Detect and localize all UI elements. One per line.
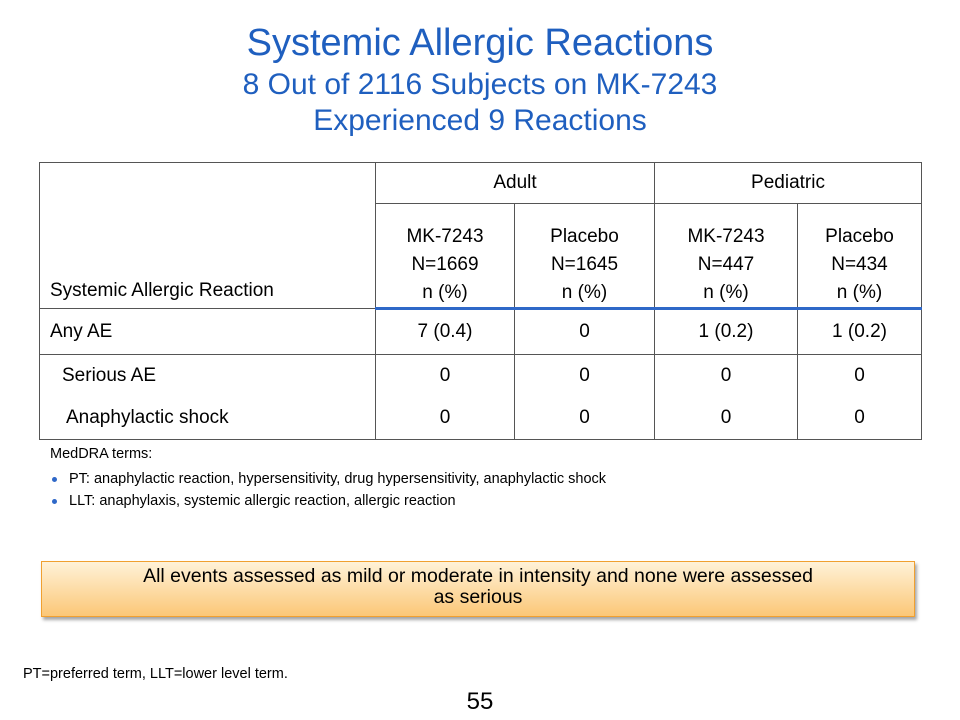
column-header: Placebo N=434 n (%) <box>796 203 923 310</box>
slide-subtitle-line2: Experienced 9 Reactions <box>313 104 647 137</box>
table-cell: 0 <box>375 397 515 440</box>
group-header-pediatric: Pediatric <box>653 162 923 204</box>
column-header: MK-7243 N=1669 n (%) <box>375 203 515 310</box>
table-cell: 0 <box>514 354 655 397</box>
list-item: LLT: anaphylaxis, systemic allergic reac… <box>52 492 606 514</box>
page-number: 55 <box>466 688 494 715</box>
group-header-adult: Adult <box>375 162 655 204</box>
table-cell: 0 <box>796 354 923 397</box>
row-label: Any AE <box>39 308 376 355</box>
table-cell: 0 <box>654 397 798 440</box>
allergic-reactions-table: Systemic Allergic Reaction Adult Pediatr… <box>39 162 923 440</box>
callout-text-line2: as serious <box>433 586 523 608</box>
table-cell: 0 <box>514 397 655 440</box>
table-cell: 0 <box>514 308 655 355</box>
table-cell: 0 <box>654 354 798 397</box>
row-label: Serious AE <box>39 354 376 397</box>
column-header: Placebo N=1645 n (%) <box>514 203 655 310</box>
bullet-icon <box>52 476 57 482</box>
footnote: PT=preferred term, LLT=lower level term. <box>23 666 288 682</box>
table-cell: 0 <box>796 397 923 440</box>
slide-title: Systemic Allergic Reactions <box>246 22 714 64</box>
table-cell: 0 <box>375 354 515 397</box>
bullet-icon <box>52 498 57 504</box>
meddra-heading: MedDRA terms: <box>50 446 153 462</box>
table-row: Any AE 7 (0.4) 0 1 (0.2) 1 (0.2) <box>39 308 923 355</box>
row-header-cell: Systemic Allergic Reaction <box>39 162 376 309</box>
table-row: Anaphylactic shock 0 0 0 0 <box>39 397 923 440</box>
slide-subtitle-line1: 8 Out of 2116 Subjects on MK-7243 <box>242 68 718 101</box>
table-cell: 1 (0.2) <box>796 308 923 355</box>
table-row: Serious AE 0 0 0 0 <box>39 354 923 397</box>
row-label: Anaphylactic shock <box>39 397 376 440</box>
list-item: PT: anaphylactic reaction, hypersensitiv… <box>52 470 606 492</box>
table-cell: 1 (0.2) <box>654 308 798 355</box>
meddra-list: PT: anaphylactic reaction, hypersensitiv… <box>52 470 606 514</box>
table-cell: 7 (0.4) <box>375 308 515 355</box>
callout-box: All events assessed as mild or moderate … <box>41 561 915 617</box>
callout-text-line1: All events assessed as mild or moderate … <box>143 565 813 587</box>
column-header: MK-7243 N=447 n (%) <box>654 203 798 310</box>
